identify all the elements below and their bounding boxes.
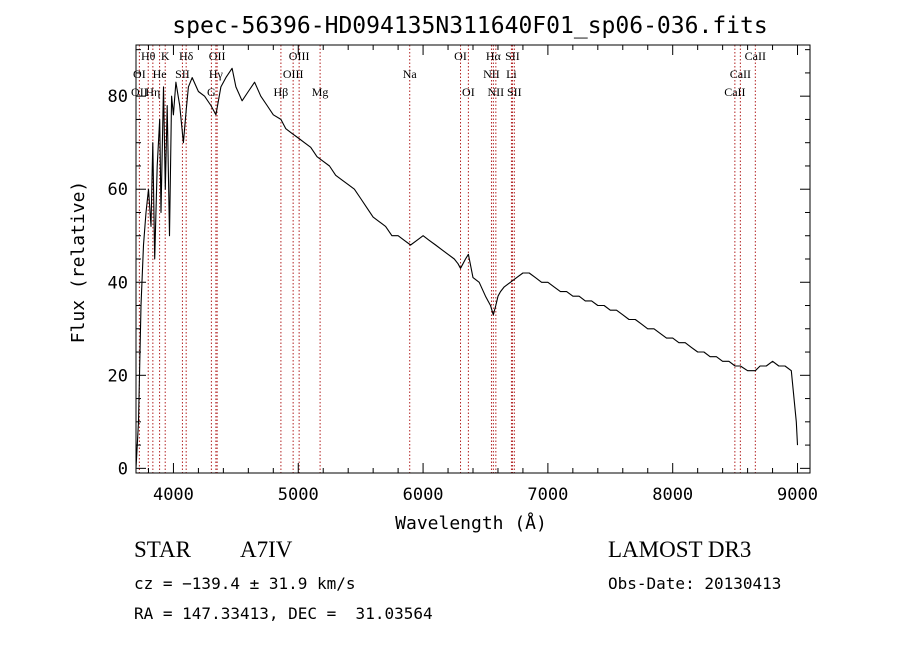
observation-date: Obs-Date: 20130413	[608, 574, 782, 593]
coordinates: RA = 147.33413, DEC = 31.03564	[134, 604, 433, 623]
x-axis: 4000 5000 6000 7000 8000 9000	[147, 45, 818, 505]
chart-title: spec-56396-HD094135N311640F01_sp06-036.f…	[172, 13, 767, 39]
redshift-velocity: cz = −139.4 ± 31.9 km/s	[134, 574, 356, 593]
line-label-20: G	[207, 85, 216, 99]
y-tick-label-4: 80	[108, 87, 128, 107]
line-label-18: OII	[131, 85, 148, 99]
line-label-26: CaII	[724, 85, 745, 99]
line-label-17: CaII	[730, 67, 751, 81]
line-label-16: Li	[506, 67, 517, 81]
line-label-13: OIII	[283, 67, 304, 81]
y-tick-label-2: 40	[108, 273, 128, 293]
x-tick-label-5: 9000	[777, 485, 818, 505]
line-label-21: Hβ	[274, 85, 289, 99]
line-label-15: NII	[483, 67, 500, 81]
line-label-19: Hη	[145, 85, 160, 99]
y-tick-label-3: 60	[108, 180, 128, 200]
line-label-7: SII	[505, 49, 520, 63]
line-label-14: Na	[403, 67, 418, 81]
x-tick-label-3: 7000	[527, 485, 568, 505]
y-tick-label-0: 0	[118, 459, 128, 479]
spectrum-line	[135, 67, 799, 469]
y-axis-label: Flux (relative)	[68, 181, 89, 344]
x-tick-label-1: 5000	[278, 485, 319, 505]
line-label-5: OI	[454, 49, 467, 63]
line-label-12: Hγ	[209, 67, 224, 81]
line-label-11: SII	[175, 67, 190, 81]
x-axis-label: Wavelength (Å)	[395, 512, 547, 534]
x-tick-label-2: 6000	[403, 485, 444, 505]
line-label-10: He	[153, 67, 167, 81]
line-label-22: Mg	[312, 85, 329, 99]
line-label-4: OIII	[289, 49, 310, 63]
line-label-0: Hθ	[141, 49, 156, 63]
line-label-6: Hα	[486, 49, 502, 63]
line-label-3: OII	[209, 49, 226, 63]
survey-name: LAMOST DR3	[608, 537, 752, 562]
spectral-line-markers	[138, 45, 756, 473]
plot-frame	[135, 44, 811, 474]
line-label-8: CaII	[745, 49, 766, 63]
x-tick-label-0: 4000	[153, 485, 194, 505]
line-label-25: SII	[507, 85, 522, 99]
line-label-24: NII	[488, 85, 505, 99]
y-axis: 0 20 40 60 80	[108, 49, 810, 479]
line-label-9: OI	[133, 67, 146, 81]
x-tick-label-4: 8000	[652, 485, 693, 505]
object-class: STAR	[134, 537, 191, 562]
y-tick-label-1: 20	[108, 366, 128, 386]
line-label-1: K	[161, 49, 170, 63]
line-label-2: Hδ	[179, 49, 194, 63]
line-label-23: OI	[462, 85, 475, 99]
object-subclass: A7IV	[240, 537, 293, 562]
